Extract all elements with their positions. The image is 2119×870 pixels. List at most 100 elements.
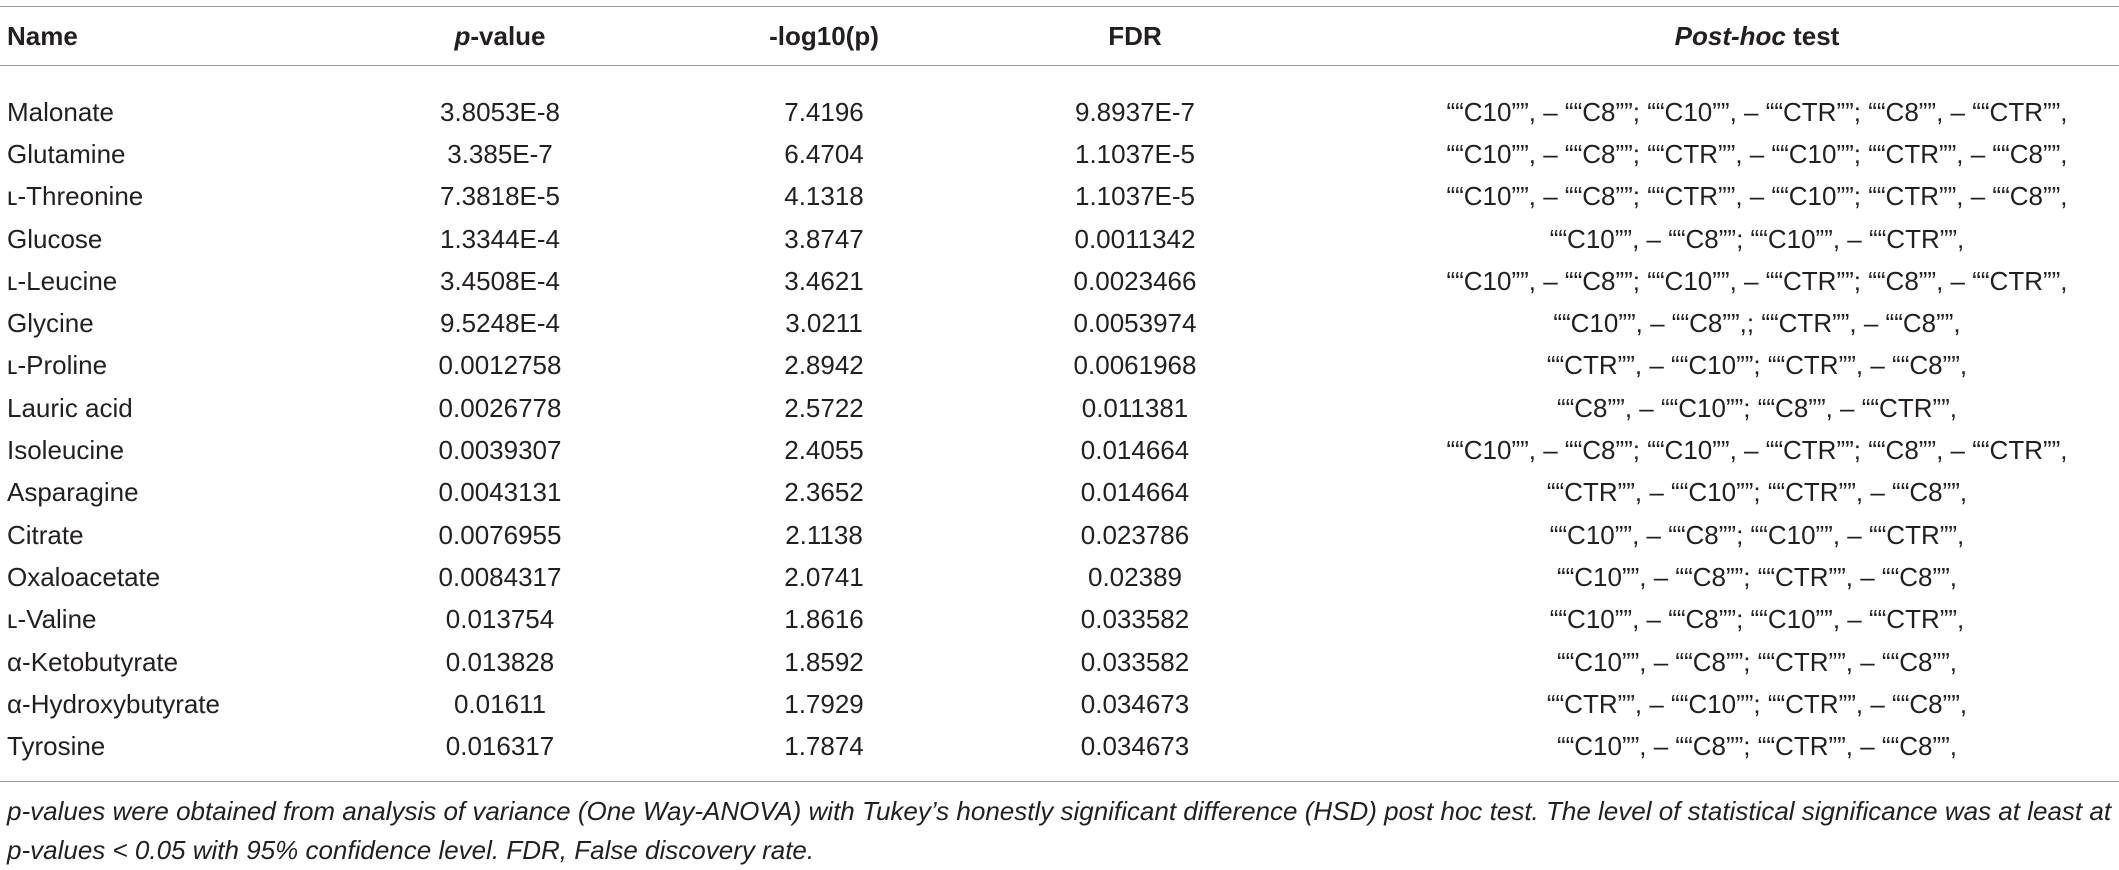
table-cell: 9.8937E-7 <box>1075 96 1195 127</box>
table-cell: 1.1037E-5 <box>1075 181 1195 212</box>
table-row: α-Hydroxybutyrate 0.01611 1.7929 0.034673 ““… <box>0 683 2119 725</box>
table-row: Citrate 0.0076955 2.1138 0.023786 ““C10””, –… <box>0 514 2119 556</box>
table-cell: Glycine <box>7 308 94 339</box>
table-cell: ““C10””, – ““C8””; ““C10””, – ““CTR””; “… <box>1446 435 2068 466</box>
table-cell: 2.3652 <box>784 477 864 508</box>
table-row: α-Ketobutyrate 0.013828 1.8592 0.033582 ““C1… <box>0 641 2119 683</box>
table-cell: ““CTR””, – ““C10””; ““CTR””, – ““C8””, <box>1546 477 1968 508</box>
table-cell: Malonate <box>7 96 114 127</box>
table-cell: Glutamine <box>7 138 126 169</box>
table-cell: 0.011381 <box>1081 392 1189 423</box>
table-cell: 0.02389 <box>1088 561 1182 592</box>
bottom-rule <box>0 781 2119 782</box>
table-row: Malonate 3.8053E-8 7.4196 9.8937E-7 ““C10””,… <box>0 91 2119 133</box>
header-rule <box>0 65 2119 66</box>
table-cell: 6.4704 <box>784 138 864 169</box>
header-cell: FDR <box>978 21 1292 52</box>
table-cell: ““C10””, – ““C8””; ““CTR””, – ““C10””; “… <box>1446 181 2068 212</box>
table-cell: 3.8747 <box>784 223 864 254</box>
header-cell: -log10(p) <box>670 21 978 52</box>
table-cell: 0.033582 <box>1080 604 1190 635</box>
table-cell: ““C10””, – ““C8””; ““C10””, – ““CTR””; “… <box>1446 265 2068 296</box>
table-cell: ““CTR””, – ““C10””; ““CTR””, – ““C8””, <box>1546 688 1968 719</box>
table-cell: 3.385E-7 <box>447 138 553 169</box>
table-cell: 0.034673 <box>1080 688 1190 719</box>
table-row: Isoleucine 0.0039307 2.4055 0.014664 ““C10””… <box>0 429 2119 471</box>
header-text: -value <box>470 20 546 51</box>
table-cell: ʟ-Leucine <box>7 265 118 296</box>
table-row: ʟ-Leucine 3.4508E-4 3.4621 0.0023466 ““C10””… <box>0 260 2119 302</box>
table-cell: ““C10””, – ““C8””; ““C10””, – ““CTR””, <box>1549 604 1965 635</box>
table-cell: 1.1037E-5 <box>1075 138 1195 169</box>
table-row: Lauric acid 0.0026778 2.5722 0.011381 ““C8””… <box>0 387 2119 429</box>
table-cell: 0.0084317 <box>438 561 562 592</box>
table-cell: ““C10””, – ““C8””; ““C10””, – ““CTR””, <box>1549 519 1965 550</box>
table-cell: 7.4196 <box>784 96 864 127</box>
table-row: ʟ-Valine 0.013754 1.8616 0.033582 ““C10””, –… <box>0 599 2119 641</box>
table-cell: 0.034673 <box>1080 731 1190 762</box>
table-cell: Glucose <box>7 223 103 254</box>
table-cell: 2.5722 <box>784 392 864 423</box>
table-row: ʟ-Proline 0.0012758 2.8942 0.0061968 ““CTR””… <box>0 345 2119 387</box>
header-cell: Name <box>0 21 330 52</box>
table-cell: 1.7929 <box>784 688 864 719</box>
table-row: Asparagine 0.0043131 2.3652 0.014664 ““CTR””… <box>0 472 2119 514</box>
table-cell: 3.4621 <box>784 265 864 296</box>
header-text: FDR <box>1108 20 1162 51</box>
table-cell: 0.014664 <box>1080 477 1190 508</box>
table-cell: Citrate <box>7 519 84 550</box>
header-cell: p-value <box>330 21 670 52</box>
table-cell: 0.0026778 <box>438 392 562 423</box>
table-cell: 3.4508E-4 <box>440 265 560 296</box>
table-cell: 0.0023466 <box>1073 265 1197 296</box>
table-cell: 0.016317 <box>445 731 555 762</box>
header-text: -log10(p) <box>769 20 879 51</box>
table-row: Tyrosine 0.016317 1.7874 0.034673 ““C10””, –… <box>0 726 2119 768</box>
table-row: Glutamine 3.385E-7 6.4704 1.1037E-5 ““C10””,… <box>0 133 2119 175</box>
table-cell: 0.013828 <box>445 646 555 677</box>
table-cell: 1.8592 <box>784 646 864 677</box>
header-row: Name p-value -log10(p) FDR Post-hoc test <box>0 7 2119 65</box>
table-row: Glucose 1.3344E-4 3.8747 0.0011342 ““C10””, … <box>0 218 2119 260</box>
table-cell: ʟ-Proline <box>7 350 108 381</box>
table-cell: ““CTR””, – ““C10””; ““CTR””, – ““C8””, <box>1546 350 1968 381</box>
table-cell: 9.5248E-4 <box>440 308 560 339</box>
header-text: Name <box>7 20 78 51</box>
table-row: Glycine 9.5248E-4 3.0211 0.0053974 ““C10””, … <box>0 303 2119 345</box>
table-cell: ““C10””, – ““C8””; ““CTR””, – ““C10””; “… <box>1446 138 2068 169</box>
table-cell: 0.033582 <box>1080 646 1190 677</box>
table-cell: 3.0211 <box>785 308 863 339</box>
header-italic: Post-hoc <box>1674 20 1786 51</box>
table-row: Oxaloacetate 0.0084317 2.0741 0.02389 ““C10”… <box>0 556 2119 598</box>
table-row: ʟ-Threonine 7.3818E-5 4.1318 1.1037E-5 ““C10… <box>0 176 2119 218</box>
table-cell: 4.1318 <box>784 181 864 212</box>
table-cell: 2.1138 <box>785 519 863 550</box>
table-cell: 0.0061968 <box>1073 350 1197 381</box>
header-text: test <box>1785 20 1840 51</box>
table-cell: 0.0039307 <box>438 435 562 466</box>
table-cell: ““C10””, – ““C8””; ““CTR””, – ““C8””, <box>1556 561 1958 592</box>
table-cell: 2.8942 <box>784 350 864 381</box>
table-cell: 0.0012758 <box>438 350 562 381</box>
table-cell: ʟ-Threonine <box>7 181 144 212</box>
table-cell: 2.0741 <box>784 561 864 592</box>
table-cell: 0.0076955 <box>438 519 562 550</box>
table-cell: 0.01611 <box>453 688 547 719</box>
table-cell: ““C10””, – ““C8””; ““CTR””, – ““C8””, <box>1556 646 1958 677</box>
table-cell: ““C10””, – ““C8””; ““C10””, – ““CTR””; “… <box>1446 96 2068 127</box>
table-cell: Lauric acid <box>7 392 133 423</box>
table-cell: 0.023786 <box>1080 519 1190 550</box>
table-cell: 1.8616 <box>784 604 864 635</box>
top-rule <box>0 6 2119 7</box>
table-cell: Tyrosine <box>7 731 106 762</box>
table-cell: Asparagine <box>7 477 139 508</box>
table-cell: 2.4055 <box>784 435 864 466</box>
table-cell: 0.014664 <box>1080 435 1190 466</box>
table-cell: Isoleucine <box>7 435 125 466</box>
header-italic: p <box>454 20 471 51</box>
table-cell: ʟ-Valine <box>7 604 97 635</box>
table-cell: 1.3344E-4 <box>440 223 560 254</box>
table-cell: 1.7874 <box>784 731 864 762</box>
table-cell: ““C10””, – ““C8””; ““C10””, – ““CTR””, <box>1549 223 1965 254</box>
